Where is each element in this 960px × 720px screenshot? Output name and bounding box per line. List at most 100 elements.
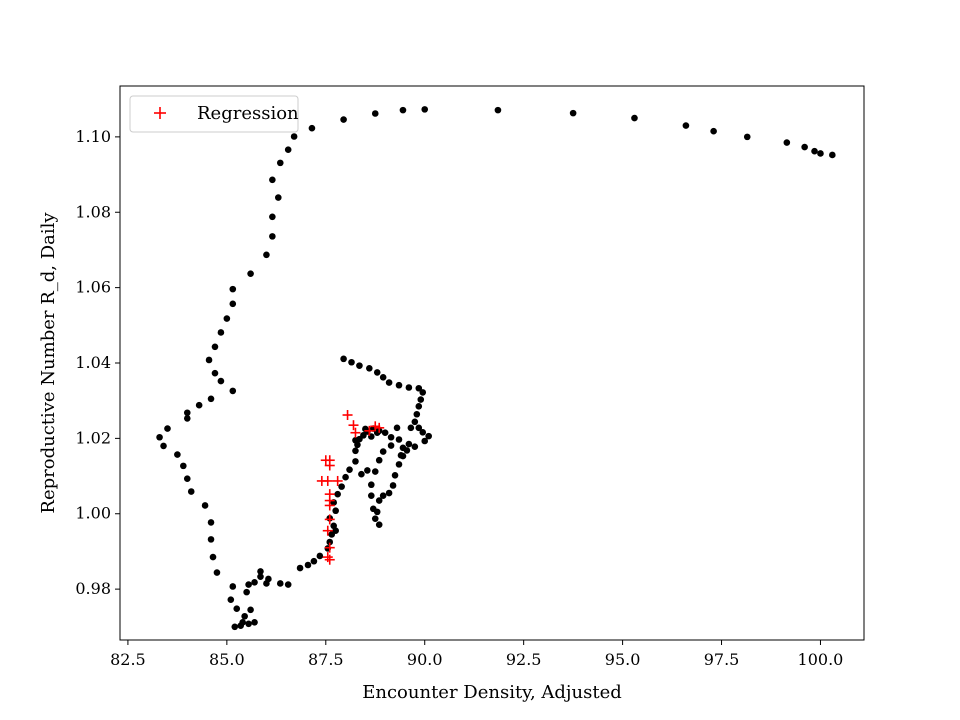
plot-marks [156, 106, 836, 631]
regression-point [342, 410, 353, 421]
data-point [211, 343, 219, 351]
data-point [183, 415, 191, 422]
data-point [231, 623, 239, 631]
data-point [415, 424, 423, 432]
data-point [269, 176, 276, 184]
data-point [682, 122, 690, 129]
data-point [419, 429, 427, 436]
legend-regression-label: Regression [197, 103, 299, 124]
y-tick-label: 0.98 [75, 579, 111, 598]
data-point [395, 436, 403, 443]
data-point [229, 387, 237, 395]
data-point [223, 315, 231, 322]
data-point [399, 444, 407, 452]
data-point [304, 561, 312, 569]
data-point [274, 194, 282, 201]
data-point [263, 251, 270, 259]
data-point [352, 458, 359, 465]
data-point [385, 379, 393, 386]
data-point [217, 377, 225, 385]
legend-box [129, 95, 299, 133]
y-tick-label: 1.06 [75, 278, 111, 297]
data-point [379, 448, 387, 455]
y-tick-label: 1.08 [75, 202, 111, 221]
x-tick-label: 95.0 [605, 650, 641, 669]
data-point [389, 482, 397, 489]
data-point [207, 519, 215, 526]
data-point [358, 470, 365, 478]
regression-point [332, 475, 343, 486]
data-point [419, 389, 427, 396]
data-point [207, 395, 215, 403]
data-point [379, 374, 387, 381]
data-point [494, 106, 502, 114]
y-tick-label: 1.00 [75, 504, 111, 523]
regression-point [324, 514, 335, 525]
data-point [783, 139, 791, 146]
data-point [229, 285, 237, 293]
data-point [332, 507, 339, 515]
data-point [174, 451, 181, 458]
data-point [308, 124, 316, 132]
x-axis-label: Encounter Density, Adjusted [362, 682, 622, 703]
regression-point [364, 425, 375, 436]
data-point [631, 114, 638, 122]
data-point [373, 508, 381, 516]
data-point [180, 462, 187, 470]
regression-point [324, 460, 335, 471]
data-point [257, 568, 264, 575]
x-tick-label: 87.5 [308, 650, 344, 669]
legend-regression-marker [154, 107, 166, 119]
regression-point [350, 427, 361, 438]
data-point [395, 461, 403, 468]
data-point [245, 581, 252, 588]
data-point [326, 538, 334, 546]
data-point [245, 620, 252, 628]
data-point [209, 553, 217, 561]
data-point [356, 362, 363, 369]
data-point [352, 436, 359, 444]
data-point [375, 521, 383, 528]
data-point [156, 433, 163, 441]
data-point [207, 536, 215, 543]
x-tick-label: 100.0 [798, 650, 844, 669]
data-point [346, 466, 353, 473]
data-point [183, 409, 191, 417]
data-point [243, 588, 250, 596]
data-point [371, 468, 379, 475]
y-tick-label: 1.04 [75, 353, 111, 372]
data-point [284, 581, 292, 588]
regression-point [374, 422, 385, 433]
regression-point [324, 554, 335, 565]
x-tick-label: 92.5 [506, 650, 542, 669]
data-point [375, 497, 383, 504]
data-point [257, 573, 264, 580]
data-point [710, 127, 717, 135]
data-point [227, 596, 235, 603]
regression-point [348, 420, 359, 431]
data-point [251, 618, 258, 626]
data-point [367, 481, 375, 489]
x-axis-ticks: 82.5 85.0 87.5 90.0 92.5 95.0 97.5 100.0 [110, 640, 843, 669]
data-point [415, 384, 423, 392]
regression-point [324, 500, 335, 511]
data-point [379, 492, 387, 499]
y-tick-label: 1.02 [75, 428, 111, 447]
data-point [201, 502, 209, 509]
data-point [413, 410, 421, 418]
y-axis-ticks: 0.98 1.00 1.02 1.04 1.06 1.08 1.10 [75, 127, 120, 598]
data-point [237, 622, 245, 629]
data-point [247, 270, 254, 277]
data-point [366, 364, 373, 372]
data-point [393, 424, 401, 432]
data-point [183, 475, 191, 482]
data-point [342, 473, 349, 481]
data-point [229, 583, 237, 590]
data-point [829, 151, 836, 159]
data-point [407, 424, 415, 432]
data-point [371, 110, 379, 117]
data-point [340, 355, 347, 363]
data-point [213, 569, 221, 576]
data-point [316, 552, 324, 560]
data-point [801, 143, 808, 151]
